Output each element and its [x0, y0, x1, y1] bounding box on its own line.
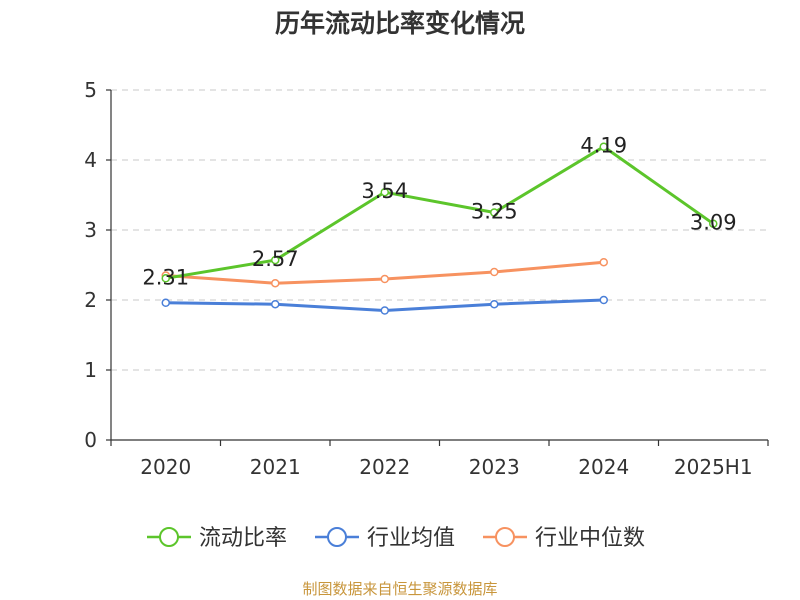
data-label: 2.57 — [252, 247, 299, 271]
y-tick-label: 0 — [84, 428, 97, 452]
x-tick-label: 2025H1 — [674, 455, 753, 479]
y-tick-label: 4 — [84, 148, 97, 172]
legend-marker — [159, 527, 179, 547]
data-point — [380, 306, 389, 315]
legend-marker — [495, 527, 515, 547]
data-point — [161, 298, 170, 308]
data-point — [271, 299, 280, 309]
x-tick-label: 2020 — [140, 455, 191, 479]
data-point — [271, 255, 280, 265]
y-tick-label: 1 — [84, 358, 97, 382]
data-point — [599, 142, 608, 151]
data-point — [380, 187, 389, 197]
x-tick-label: 2022 — [359, 455, 410, 479]
data-point — [599, 295, 608, 305]
legend-marker — [327, 527, 347, 547]
y-tick-label: 2 — [84, 288, 97, 312]
legend-label: 行业均值 — [367, 526, 455, 551]
data-point — [709, 219, 718, 228]
data-label: 4.19 — [580, 134, 627, 158]
x-tick-label: 2024 — [578, 455, 629, 479]
y-tick-label: 5 — [84, 78, 97, 102]
chart-title: 历年流动比率变化情况 — [274, 9, 525, 38]
y-tick-label: 3 — [84, 218, 97, 242]
x-tick-label: 2021 — [250, 455, 301, 479]
data-point — [380, 274, 389, 284]
legend-label: 流动比率 — [199, 526, 287, 551]
data-label: 3.54 — [361, 179, 408, 203]
x-tick-label: 2023 — [469, 455, 520, 479]
data-label: 3.25 — [471, 200, 518, 224]
series-line-1 — [165, 145, 715, 280]
data-point — [271, 278, 280, 288]
source-note: 制图数据来自恒生聚源数据库 — [302, 580, 498, 598]
data-point — [490, 299, 499, 309]
data-point — [490, 208, 499, 217]
legend-label: 行业中位数 — [535, 526, 645, 551]
data-point — [161, 274, 170, 283]
data-point — [599, 257, 608, 267]
data-label: 2.31 — [142, 265, 189, 289]
data-label: 3.09 — [690, 211, 737, 235]
data-point — [490, 267, 499, 277]
